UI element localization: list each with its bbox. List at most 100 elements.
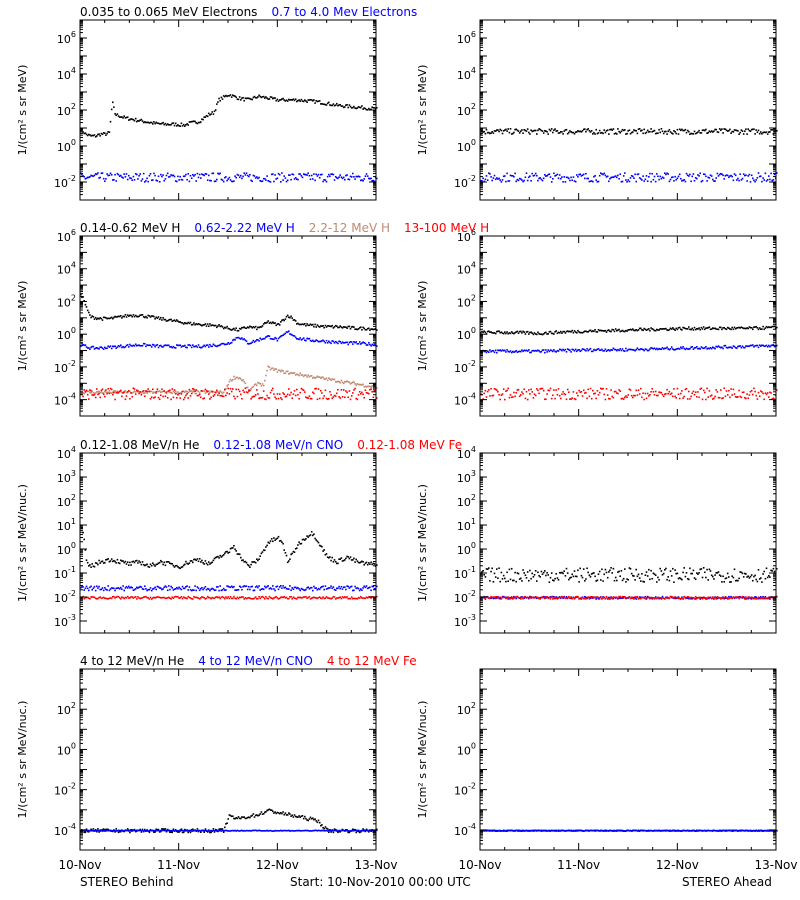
data-point (296, 547, 298, 549)
data-point (221, 392, 224, 395)
data-point (222, 180, 225, 183)
data-point (500, 350, 503, 352)
data-point (520, 130, 522, 133)
data-point (227, 387, 229, 390)
data-point (325, 377, 328, 379)
data-point (139, 561, 141, 564)
data-point (673, 328, 675, 330)
data-point (250, 326, 252, 328)
data-point (236, 336, 239, 339)
data-point (670, 176, 673, 179)
data-point (715, 389, 717, 391)
data-point (738, 179, 740, 182)
data-point (237, 377, 240, 380)
data-point (194, 120, 196, 123)
data-point (236, 98, 239, 100)
data-point (734, 327, 737, 330)
data-point (305, 173, 307, 176)
data-point (313, 340, 315, 343)
data-point (556, 130, 559, 132)
data-point (320, 597, 322, 599)
data-point (194, 173, 196, 176)
data-point (336, 562, 338, 565)
data-point (306, 397, 308, 399)
data-point (99, 135, 101, 137)
data-point (509, 128, 512, 130)
data-point (323, 340, 325, 343)
data-point (136, 586, 138, 589)
data-point (117, 391, 120, 394)
data-point (282, 370, 284, 372)
data-point (125, 116, 128, 119)
data-point (280, 397, 282, 399)
data-point (278, 173, 281, 176)
data-point (347, 556, 349, 558)
data-point (346, 341, 348, 344)
data-point (328, 325, 330, 327)
data-point (179, 392, 181, 394)
data-point (132, 175, 135, 178)
data-point (172, 319, 175, 322)
data-point (541, 179, 544, 182)
data-point (109, 588, 112, 590)
data-point (282, 97, 284, 100)
data-point (115, 347, 117, 349)
data-point (156, 122, 159, 124)
data-point (689, 133, 691, 135)
data-point (328, 587, 330, 589)
data-point (650, 327, 652, 329)
data-point (226, 392, 228, 394)
data-point (596, 132, 599, 135)
data-point (491, 179, 493, 182)
data-point (683, 179, 685, 181)
data-point (593, 175, 595, 178)
data-point (276, 98, 279, 101)
data-point (699, 388, 701, 390)
data-point (497, 178, 499, 180)
data-point (555, 174, 557, 177)
data-point (291, 334, 293, 336)
data-point (507, 180, 509, 182)
data-point (338, 558, 340, 560)
data-point (218, 173, 220, 175)
data-point (138, 120, 140, 122)
data-point (258, 382, 260, 384)
data-point (740, 179, 743, 181)
data-point (161, 319, 163, 321)
data-point (220, 596, 223, 599)
data-point (248, 564, 250, 567)
data-point (376, 329, 378, 331)
data-point (270, 597, 273, 599)
data-point (605, 331, 608, 333)
data-point (225, 343, 227, 346)
data-point (105, 588, 107, 591)
data-point (210, 396, 212, 399)
data-point (635, 389, 637, 392)
data-point (337, 587, 339, 590)
data-point (240, 586, 242, 588)
data-point (507, 350, 509, 353)
data-point (281, 334, 283, 337)
data-point (346, 555, 348, 558)
data-point (202, 588, 204, 591)
data-point (497, 390, 499, 393)
data-point (181, 597, 184, 600)
data-point (196, 558, 199, 560)
data-point (128, 346, 130, 348)
data-point (493, 388, 496, 390)
data-point (672, 567, 674, 570)
data-point (94, 396, 97, 399)
data-point (214, 324, 217, 327)
data-point (592, 133, 594, 135)
data-point (163, 179, 165, 182)
data-point (603, 172, 605, 175)
data-point (704, 129, 706, 132)
data-point (156, 180, 159, 182)
data-point (85, 177, 88, 179)
data-point (164, 178, 167, 180)
data-point (198, 558, 201, 560)
data-point (342, 326, 345, 328)
data-point (625, 581, 627, 583)
data-point (363, 585, 365, 588)
data-point (724, 395, 727, 398)
